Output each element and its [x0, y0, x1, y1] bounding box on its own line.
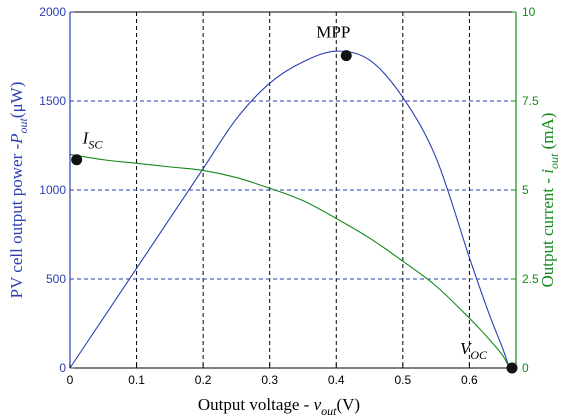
grid-lines [70, 12, 516, 368]
x-tick-label: 0 [67, 373, 74, 387]
right-tick-label: 2.5 [522, 272, 539, 286]
right-tick-label: 0 [522, 361, 529, 375]
left-tick-label: 2000 [39, 5, 66, 19]
tick-labels: 0 0.1 0.2 0.3 0.4 0.5 0.6 0 500 1000 1500 2000 0 2.5 5… [39, 5, 539, 387]
right-tick-label: 7.5 [522, 94, 539, 108]
left-tick-label: 0 [59, 361, 66, 375]
marker-dot [340, 50, 352, 62]
left-tick-label: 1500 [39, 94, 66, 108]
current-curve [69, 153, 510, 369]
right-tick-label: 10 [522, 5, 536, 19]
x-tick-label: 0.1 [128, 373, 145, 387]
left-y-axis-title: PV cell output power -Pout(μW) [7, 82, 30, 299]
x-axis-title: Output voltage - vout(V) [198, 395, 360, 418]
marker-dot [506, 362, 518, 374]
x-tick-label: 0.2 [195, 373, 212, 387]
plot-frame [69, 11, 517, 369]
x-tick-label: 0.4 [328, 373, 345, 387]
right-y-axis-title: Output current - iout (mA) [538, 113, 561, 288]
data-curves [69, 50, 510, 369]
x-tick-label: 0.6 [461, 373, 478, 387]
left-tick-label: 500 [46, 272, 66, 286]
right-tick-label: 5 [522, 183, 529, 197]
axis-titles: Output voltage - vout(V) PV cell output p… [7, 82, 561, 418]
x-tick-label: 0.5 [394, 373, 411, 387]
data-markers: MPP ISC VOC [71, 23, 518, 374]
annotation-label: MPP [316, 23, 350, 42]
annotation-label: VOC [460, 339, 488, 362]
x-tick-label: 0.3 [261, 373, 278, 387]
marker-dot [71, 154, 83, 166]
annotation-label: ISC [82, 129, 104, 152]
power-curve [69, 50, 510, 369]
left-tick-label: 1000 [39, 183, 66, 197]
